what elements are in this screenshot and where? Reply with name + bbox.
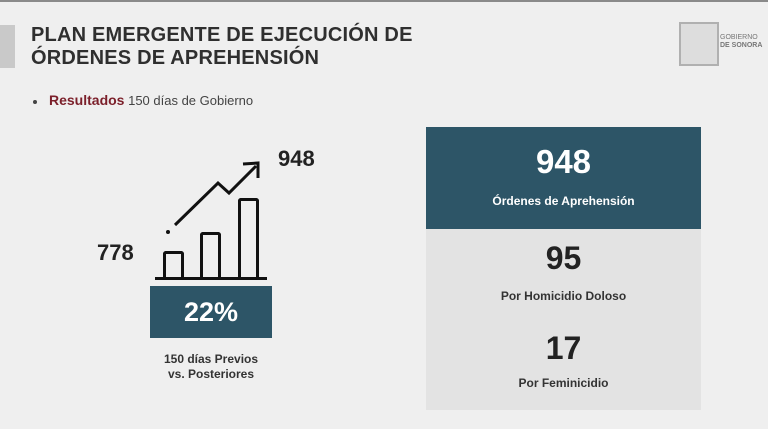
summary-panel: 948 Órdenes de Aprehensión 95 Por Homici… xyxy=(426,127,701,410)
icon-baseline xyxy=(155,277,267,280)
before-value: 778 xyxy=(97,240,134,265)
slide-title: PLAN EMERGENTE DE EJECUCIÓN DE ÓRDENES D… xyxy=(31,24,413,70)
results-label: Resultados xyxy=(49,92,125,108)
growth-caption: 150 días Previos vs. Posteriores xyxy=(140,352,282,382)
homicide-label: Por Homicidio Doloso xyxy=(500,289,627,303)
bullet-dot-icon xyxy=(33,99,37,104)
caption-line-2: vs. Posteriores xyxy=(167,367,255,381)
results-bullet: Resultados 150 días de Gobierno xyxy=(33,92,253,108)
logo-text-line-2: DE SONORA xyxy=(720,42,763,49)
title-line-2: ÓRDENES DE APREHENSIÓN xyxy=(31,47,320,69)
growth-arrow-icon xyxy=(166,161,260,234)
logo-text: GOBIERNO DE SONORA xyxy=(720,34,762,50)
total-value: 948 xyxy=(535,143,592,180)
logo-text-line-1: GOBIERNO xyxy=(720,34,758,41)
feminicide-label: Por Feminicidio xyxy=(518,376,609,390)
top-border xyxy=(0,0,768,2)
homicide-value: 95 xyxy=(545,240,582,276)
icon-bar-large xyxy=(238,198,259,278)
total-label: Órdenes de Aprehensión xyxy=(492,194,635,208)
caption-line-1: 150 días Previos xyxy=(163,352,259,366)
results-text: 150 días de Gobierno xyxy=(128,93,254,108)
government-seal-logo xyxy=(679,22,719,66)
bar-chart-growth-arrow-icon xyxy=(150,150,275,285)
icon-bar-medium xyxy=(200,232,221,278)
feminicide-value: 17 xyxy=(545,330,582,366)
title-accent-bar xyxy=(0,25,15,68)
icon-bar-small xyxy=(163,251,184,278)
title-line-1: PLAN EMERGENTE DE EJECUCIÓN DE xyxy=(31,24,413,46)
after-value: 948 xyxy=(278,146,315,171)
total-card: 948 Órdenes de Aprehensión xyxy=(426,127,701,229)
growth-percent-badge: 22% xyxy=(150,286,272,338)
